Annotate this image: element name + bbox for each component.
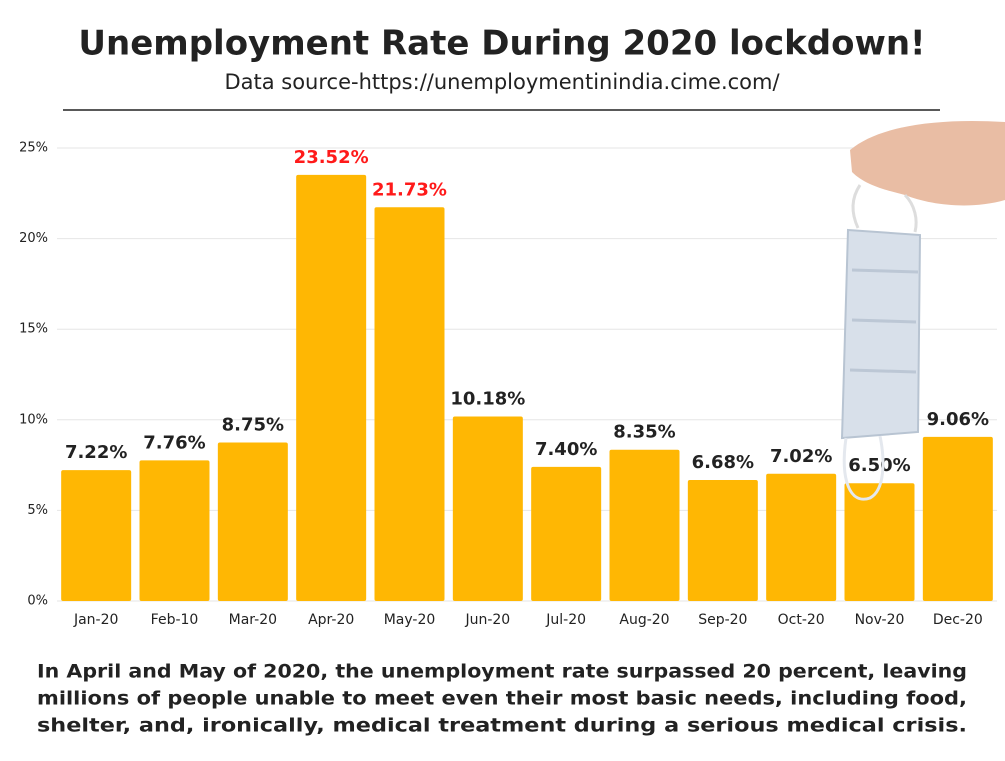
x-tick-label: Jan-20 — [73, 612, 118, 628]
y-tick-label: 5% — [27, 503, 48, 518]
chart-subtitle: Data source-https://unemploymentinindia.… — [224, 70, 780, 94]
x-tick-label: Oct-20 — [778, 612, 825, 628]
bar — [374, 207, 445, 602]
y-tick-label: 15% — [19, 322, 48, 337]
x-tick-label: Aug-20 — [619, 612, 669, 628]
value-label: 21.73% — [372, 179, 447, 200]
x-tick-label: Mar-20 — [229, 612, 277, 628]
value-label: 7.40% — [535, 439, 597, 460]
value-label: 7.02% — [770, 446, 832, 467]
value-label: 9.06% — [927, 409, 989, 430]
value-label: 6.50% — [848, 455, 910, 476]
bar — [296, 174, 367, 601]
bar — [844, 483, 915, 601]
hand-mask-illustration — [840, 120, 1005, 501]
bar — [687, 479, 758, 601]
value-label: 8.75% — [222, 414, 284, 435]
x-tick-label: Sep-20 — [698, 612, 747, 628]
x-tick-label: Nov-20 — [855, 612, 905, 628]
x-tick-label: Dec-20 — [933, 612, 983, 628]
chart-title: Unemployment Rate During 2020 lockdown! — [78, 24, 925, 64]
x-tick-label: Feb-10 — [151, 612, 199, 628]
value-label: 7.22% — [65, 442, 127, 463]
bar — [452, 416, 523, 601]
bar — [922, 436, 993, 601]
plot-area: 0% 5% 10% 15% 20% 25% Jan-20 7.22% Feb-10 7.76% Ma… — [19, 141, 997, 628]
y-tick-label: 25% — [19, 141, 48, 156]
value-label: 6.68% — [692, 452, 754, 473]
footnote-line: shelter, and, ironically, medical treatm… — [37, 715, 967, 737]
bar — [217, 442, 288, 601]
value-label: 7.76% — [143, 432, 205, 453]
bar — [139, 460, 210, 601]
value-label: 10.18% — [450, 389, 525, 410]
value-label: 23.52% — [294, 147, 369, 168]
footnote-line: In April and May of 2020, the unemployme… — [37, 661, 967, 683]
footnote: In April and May of 2020, the unemployme… — [37, 661, 967, 737]
value-label: 8.35% — [613, 422, 675, 443]
y-tick-label: 10% — [19, 412, 48, 427]
x-tick-label: Jun-20 — [464, 612, 510, 628]
x-tick-label: Jul-20 — [545, 612, 586, 628]
bar — [766, 473, 837, 601]
footnote-line: millions of people unable to meet even t… — [37, 688, 967, 710]
x-tick-label: Apr-20 — [308, 612, 354, 628]
bar — [531, 466, 602, 601]
y-tick-label: 20% — [19, 231, 48, 246]
bar — [61, 470, 132, 601]
x-tick-label: May-20 — [384, 612, 436, 628]
bar — [609, 449, 680, 601]
y-tick-label: 0% — [27, 594, 48, 609]
